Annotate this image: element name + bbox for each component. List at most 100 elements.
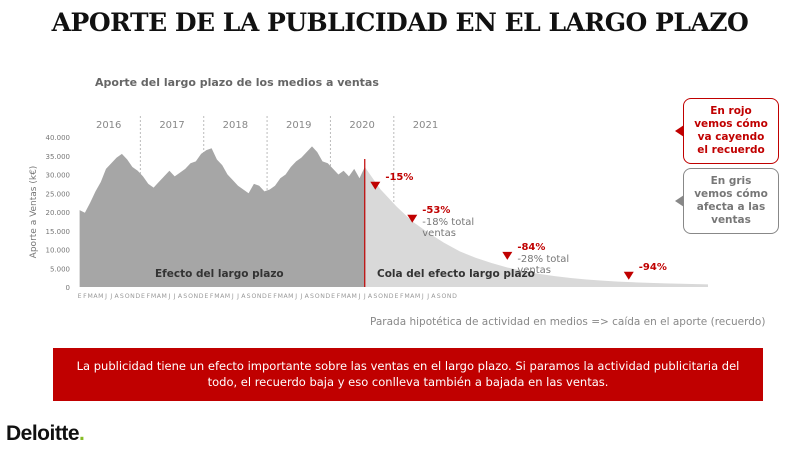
month-tick-label: N (320, 293, 325, 300)
month-tick-label: F (337, 293, 341, 300)
y-axis-label: Aporte a Ventas (k€) (29, 166, 39, 259)
month-tick-label: S (183, 293, 187, 300)
month-tick-label: M (278, 293, 283, 300)
y-tick-label: 40.000 (46, 134, 71, 142)
area-label-long-term: Efecto del largo plazo (155, 268, 284, 280)
month-tick-label: M (225, 293, 230, 300)
month-tick-label: O (442, 293, 447, 300)
month-tick-label: F (273, 293, 277, 300)
month-tick-label: E (394, 293, 398, 300)
annotation-note-line: ventas (517, 265, 551, 276)
page-title: APORTE DE LA PUBLICIDAD EN EL LARGO PLAZ… (51, 8, 749, 37)
month-tick-label: J (231, 293, 234, 300)
month-tick-label: A (114, 293, 119, 300)
month-tick-label: N (447, 293, 452, 300)
annotation-pct: -94% (639, 262, 667, 273)
month-tick-label: M (352, 293, 357, 300)
month-tick-label: F (400, 293, 404, 300)
y-tick-label: 30.000 (46, 172, 71, 180)
month-tick-label: D (452, 293, 457, 300)
month-tick-label: M (98, 293, 103, 300)
month-tick-label: N (193, 293, 198, 300)
month-tick-label: A (220, 293, 225, 300)
annotation-note-line: -28% total (517, 254, 569, 265)
month-tick-label: N (257, 293, 262, 300)
area-label-tail: Cola del efecto largo plazo (377, 268, 535, 280)
callout-gray: En gris vemos cómo afecta a las ventas (675, 168, 779, 234)
deloitte-logo: Deloitte. (6, 422, 85, 446)
month-tick-label: J (167, 293, 170, 300)
month-tick-label: J (426, 293, 429, 300)
month-tick-label: A (283, 293, 288, 300)
month-tick-label: A (93, 293, 98, 300)
callout-red-pointer (675, 125, 684, 137)
month-tick-label: F (83, 293, 87, 300)
annotation-note: -28% total ventas (517, 254, 569, 276)
y-tick-label: 20.000 (46, 209, 71, 217)
month-tick-label: E (331, 293, 335, 300)
month-tick-label: M (341, 293, 346, 300)
month-tick-label: M (88, 293, 93, 300)
month-tick-label: O (315, 293, 320, 300)
summary-banner: La publicidad tiene un efecto importante… (53, 348, 763, 401)
down-triangle-icon (407, 214, 418, 223)
month-tick-label: J (358, 293, 361, 300)
month-tick-label: A (241, 293, 246, 300)
month-tick-label: M (415, 293, 420, 300)
y-tick-label: 0 (66, 284, 70, 292)
month-tick-label: J (299, 293, 302, 300)
month-tick-label: E (204, 293, 208, 300)
annotation-pct: -53% (422, 205, 450, 216)
year-label: 2018 (223, 120, 248, 131)
callout-red-text: En rojo vemos cómo va cayendo el recuerd… (694, 105, 768, 156)
month-tick-label: D (389, 293, 394, 300)
month-tick-label: E (141, 293, 145, 300)
month-tick-label: A (305, 293, 310, 300)
logo-dot: . (79, 422, 85, 445)
month-tick-label: S (120, 293, 124, 300)
annotation-pct: -15% (385, 172, 413, 183)
month-tick-label: M (151, 293, 156, 300)
month-tick-label: A (368, 293, 373, 300)
area-chart: 0 5.000 10.000 15.000 20.000 25.000 30.000 35.0… (29, 116, 708, 300)
month-tick-label: D (199, 293, 204, 300)
month-tick-label: A (410, 293, 415, 300)
month-tick-label: M (404, 293, 409, 300)
y-tick-label: 35.000 (46, 153, 71, 161)
area-long-term-effect (79, 146, 365, 287)
month-tick-label: S (310, 293, 314, 300)
callout-gray-text: En gris vemos cómo afecta a las ventas (694, 175, 768, 226)
down-triangle-icon (502, 251, 513, 260)
month-tick-label: J (294, 293, 297, 300)
chart-annotations: -15%-53%-18% total ventas-84%-28% total ve… (370, 172, 667, 280)
month-tick-label: J (104, 293, 107, 300)
month-tick-label: F (146, 293, 150, 300)
month-tick-label: O (378, 293, 383, 300)
year-label: 2021 (413, 120, 438, 131)
down-triangle-icon (623, 271, 634, 280)
year-label: 2017 (159, 120, 184, 131)
month-tick-label: J (109, 293, 112, 300)
month-tick-label: A (157, 293, 162, 300)
chart-subtitle: Aporte del largo plazo de los medios a v… (95, 76, 379, 89)
month-tick-label: O (251, 293, 256, 300)
month-tick-label: S (247, 293, 251, 300)
y-tick-label: 5.000 (50, 265, 70, 273)
month-tick-label: J (363, 293, 366, 300)
annotation-note-line: ventas (422, 228, 456, 239)
month-tick-label: S (437, 293, 441, 300)
y-axis: 0 5.000 10.000 15.000 20.000 25.000 30.000 35.0… (46, 134, 71, 292)
month-tick-label: M (214, 293, 219, 300)
month-tick-label: S (373, 293, 377, 300)
month-tick-label: E (78, 293, 82, 300)
month-tick-label: J (173, 293, 176, 300)
month-tick-label: F (210, 293, 214, 300)
month-tick-label: O (188, 293, 193, 300)
month-tick-label: N (384, 293, 389, 300)
y-tick-label: 10.000 (46, 247, 71, 255)
area-tail-effect (364, 167, 708, 287)
month-tick-label: A (347, 293, 352, 300)
chart-caption: Parada hipotética de actividad en medios… (370, 316, 766, 328)
annotation-pct: -84% (517, 242, 545, 253)
